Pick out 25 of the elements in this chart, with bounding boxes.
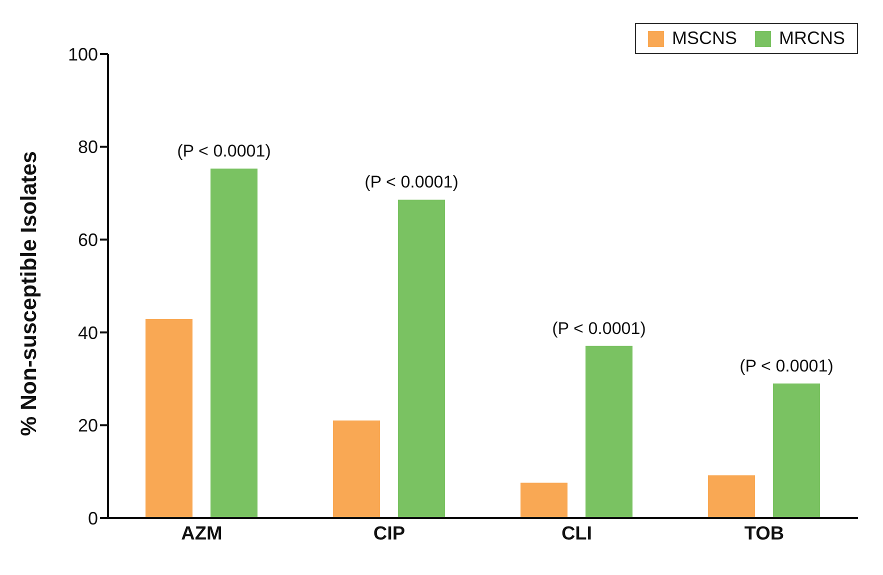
y-tick-label: 0 <box>88 508 98 528</box>
bar <box>520 482 568 518</box>
annotation: (P < 0.0001) <box>552 318 646 338</box>
y-axis-title: % Non-susceptible Isolates <box>16 151 41 436</box>
annotation: (P < 0.0001) <box>177 142 271 161</box>
x-tick-label: CIP <box>373 523 406 544</box>
y-tick-label: 60 <box>78 230 98 250</box>
legend-label: MRCNS <box>778 28 845 49</box>
bar <box>398 200 445 518</box>
annotation: (P < 0.0001) <box>364 172 458 192</box>
y-tick-label: 100 <box>68 44 98 64</box>
bar <box>773 383 820 518</box>
x-tick-label: CLI <box>561 523 592 544</box>
bar <box>708 475 755 518</box>
x-tick-label: AZM <box>181 523 222 544</box>
bar <box>586 346 632 518</box>
y-tick-label: 40 <box>78 322 98 343</box>
bar <box>210 168 258 518</box>
legend-label: MSCNS <box>670 28 737 49</box>
y-tick-label: 80 <box>78 137 98 158</box>
y-tick-label: 20 <box>78 416 98 436</box>
x-tick-label: TOB <box>744 523 784 544</box>
annotation: (P < 0.0001) <box>740 356 834 376</box>
bar <box>146 318 192 518</box>
bar <box>333 420 380 518</box>
